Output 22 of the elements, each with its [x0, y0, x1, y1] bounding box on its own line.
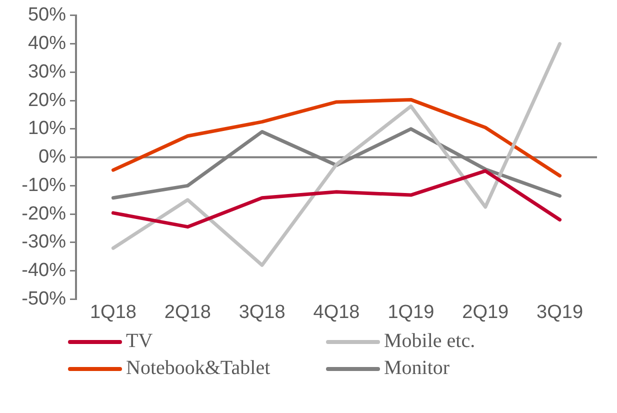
legend-label: Monitor — [384, 357, 450, 380]
legend-label: TV — [126, 330, 153, 353]
x-tick-label: 3Q19 — [536, 302, 584, 323]
legend-label: Mobile etc. — [384, 330, 476, 353]
y-tick-label: -20% — [22, 203, 66, 224]
x-tick-label: 1Q19 — [388, 302, 434, 323]
y-tick-label: -10% — [22, 174, 66, 196]
x-tick-label: 2Q18 — [164, 302, 211, 323]
x-tick-label: 2Q19 — [462, 302, 509, 323]
y-tick-label: 40% — [28, 33, 66, 54]
y-tick-label: -30% — [22, 232, 66, 253]
y-tick-label: 20% — [28, 90, 66, 111]
y-tick-label: -50% — [22, 288, 66, 310]
legend-label: Notebook&Tablet — [126, 357, 270, 380]
y-tick-label: 0% — [38, 146, 66, 168]
x-tick-label: 1Q18 — [90, 302, 136, 323]
x-tick-label: 4Q18 — [313, 302, 360, 323]
y-tick-label: 30% — [28, 61, 66, 82]
y-tick-label: -40% — [22, 260, 66, 282]
y-tick-label: 10% — [28, 118, 66, 140]
y-tick-label: 50% — [28, 4, 66, 26]
x-tick-label: 3Q18 — [238, 302, 286, 323]
